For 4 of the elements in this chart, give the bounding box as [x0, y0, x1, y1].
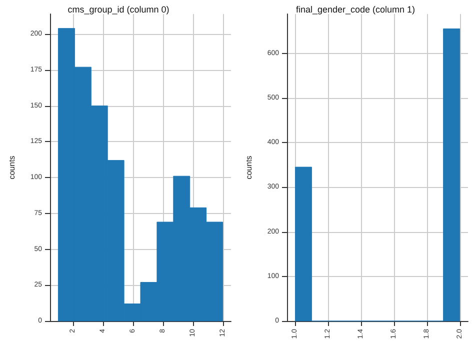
y-axis-title: counts: [244, 156, 254, 180]
chart-title: final_gender_code (column 1): [296, 4, 416, 14]
chart-title: cms_group_id (column 0): [68, 4, 170, 14]
y-axis-title: counts: [8, 156, 16, 180]
